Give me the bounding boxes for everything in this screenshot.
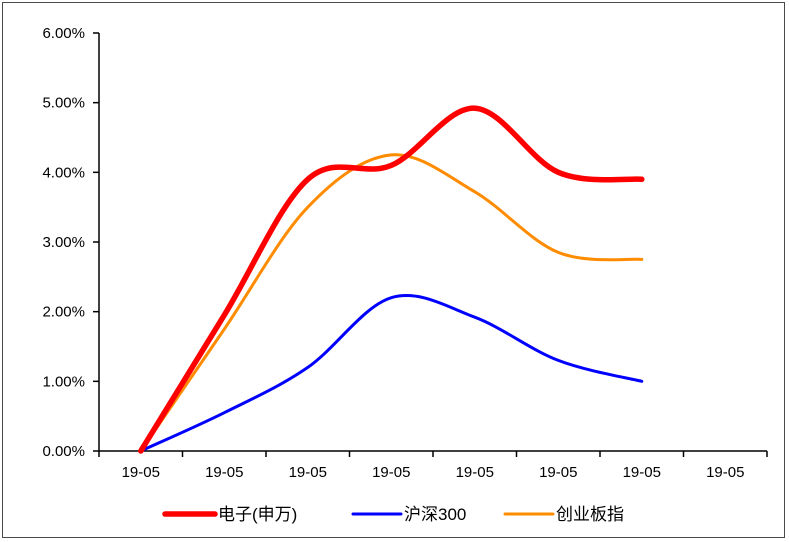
- x-tick-label: 19-05: [623, 464, 661, 481]
- x-tick-label: 19-05: [372, 464, 410, 481]
- x-tick-label: 19-05: [122, 464, 160, 481]
- y-tick-label: 3.00%: [42, 234, 85, 251]
- series-line-2: [139, 294, 644, 453]
- x-tick-label: 19-05: [205, 464, 243, 481]
- series-line-3: [139, 153, 644, 453]
- legend-label: 创业板指: [556, 505, 624, 524]
- x-tick-label: 19-05: [539, 464, 577, 481]
- x-tick-label: 19-05: [706, 464, 744, 481]
- line-chart: 0.00% 1.00% 2.00% 3.00% 4.00% 5.00% 6.00% 19-05…: [42, 25, 768, 524]
- y-tick-label: 6.00%: [42, 25, 85, 42]
- legend-label: 沪深300: [404, 505, 466, 524]
- y-tick-label: 4.00%: [42, 164, 85, 181]
- x-tick-label: 19-05: [456, 464, 494, 481]
- x-tick-label: 19-05: [289, 464, 327, 481]
- legend-label: 电子(申万): [218, 505, 297, 524]
- series-line-1: [138, 105, 645, 454]
- y-tick-label: 0.00%: [42, 443, 85, 460]
- y-tick-label: 2.00%: [42, 304, 85, 321]
- y-tick-label: 5.00%: [42, 95, 85, 112]
- y-tick-label: 1.00%: [42, 373, 85, 390]
